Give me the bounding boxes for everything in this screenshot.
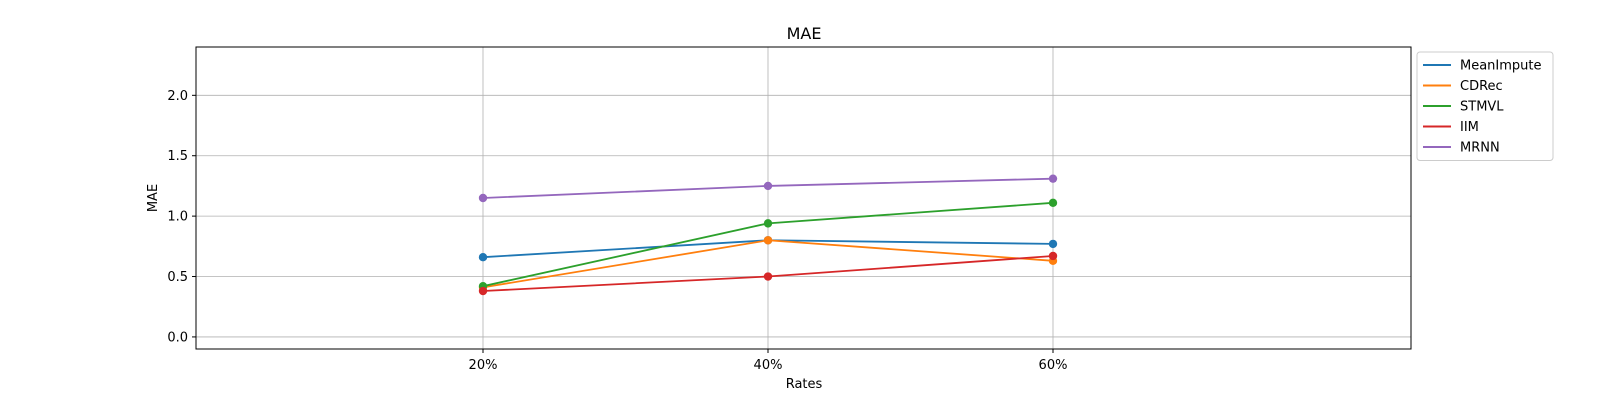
y-tick-label: 2.0 xyxy=(167,89,188,104)
x-tick-label: 40% xyxy=(754,358,783,373)
legend: MeanImpute CDRec STMVL IIM MRNN xyxy=(1416,51,1554,161)
data-point-cdrec xyxy=(763,236,773,245)
legend-label-cdrec: CDRec xyxy=(1460,79,1503,94)
data-point-iim xyxy=(478,286,488,296)
chart-title: MAE xyxy=(787,24,822,43)
x-tick-label: 20% xyxy=(469,358,498,373)
legend-item-stmvl: STMVL xyxy=(1423,100,1504,115)
legend-label-meanimpute: MeanImpute xyxy=(1460,59,1542,74)
series-iim xyxy=(478,251,1058,296)
x-axis-ticks: 20% 40% 60% xyxy=(469,349,1068,373)
legend-label-iim: IIM xyxy=(1460,120,1479,135)
plot-area-frame xyxy=(195,46,1412,350)
data-point-iim xyxy=(763,272,773,281)
series-stmvl xyxy=(478,198,1058,291)
data-point-meanimpute xyxy=(1048,239,1058,249)
grid-lines xyxy=(196,47,1411,349)
y-tick-label: 0.5 xyxy=(167,270,188,285)
data-point-mrnn xyxy=(478,193,488,203)
legend-label-stmvl: STMVL xyxy=(1460,100,1504,115)
y-tick-label: 1.5 xyxy=(167,149,188,164)
legend-label-mrnn: MRNN xyxy=(1460,141,1500,156)
series-mrnn xyxy=(478,174,1058,203)
series-layer xyxy=(478,174,1058,296)
legend-item-meanimpute: MeanImpute xyxy=(1423,59,1542,74)
x-tick-label: 60% xyxy=(1039,358,1068,373)
y-tick-label: 0.0 xyxy=(167,330,188,345)
legend-box xyxy=(1416,51,1554,161)
data-point-stmvl xyxy=(1048,198,1058,208)
y-tick-label: 1.0 xyxy=(167,210,188,225)
legend-item-mrnn: MRNN xyxy=(1423,141,1500,156)
data-point-mrnn xyxy=(763,181,773,191)
data-point-iim xyxy=(1048,251,1058,261)
data-point-mrnn xyxy=(1048,174,1058,183)
y-axis-ticks: 0.0 0.5 1.0 1.5 2.0 xyxy=(167,89,196,345)
legend-item-iim: IIM xyxy=(1423,120,1479,135)
legend-item-cdrec: CDRec xyxy=(1423,79,1503,94)
x-axis-label: Rates xyxy=(786,377,823,392)
data-point-meanimpute xyxy=(478,252,488,262)
data-point-stmvl xyxy=(763,219,773,228)
y-axis-label: MAE xyxy=(146,184,161,212)
